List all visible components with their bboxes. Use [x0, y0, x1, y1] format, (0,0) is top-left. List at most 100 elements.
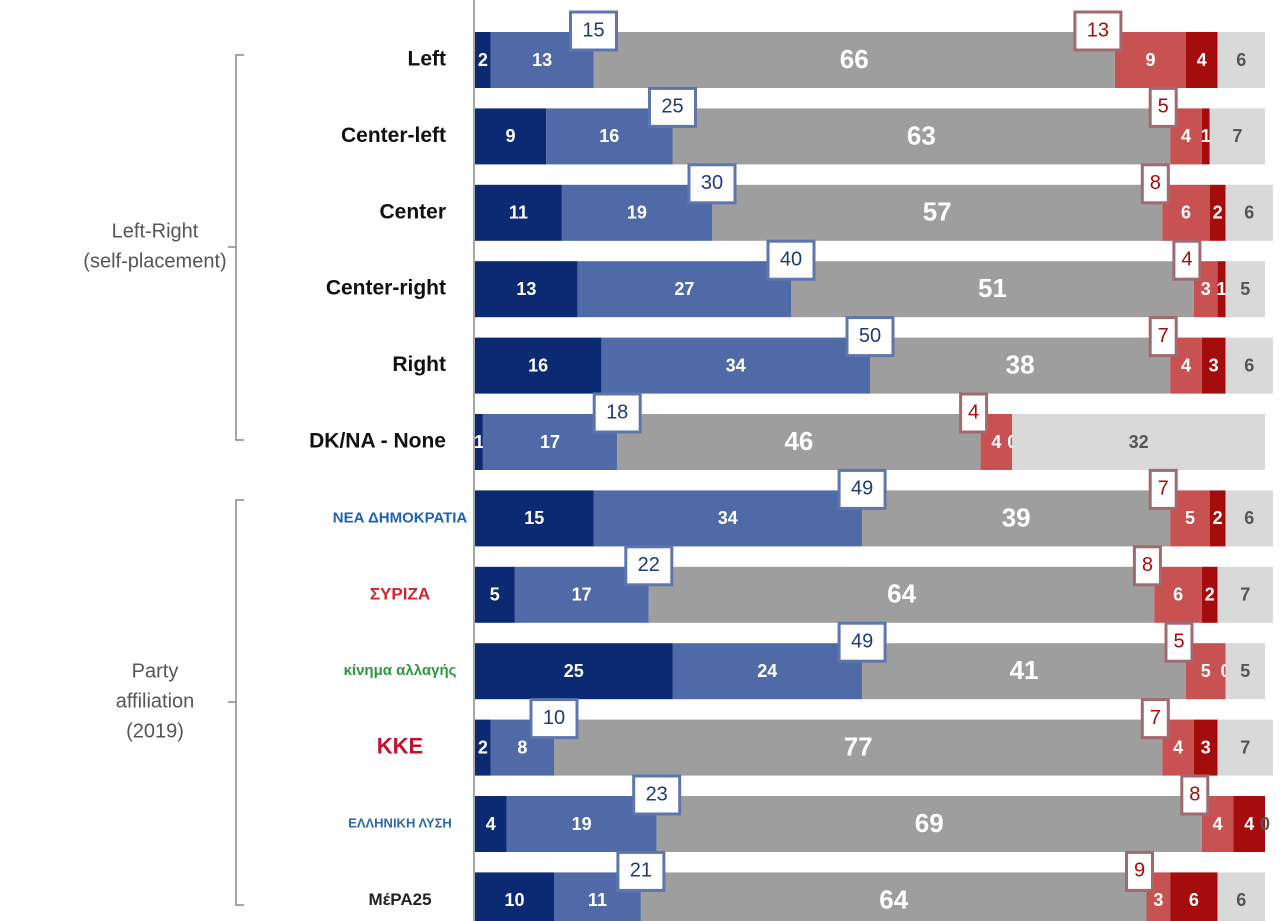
- category-label: ΜέΡΑ25: [368, 890, 431, 909]
- segment-label: 8: [517, 737, 527, 757]
- segment-label: 1: [1217, 279, 1227, 299]
- bar-segment: [1217, 566, 1273, 623]
- total-label: 7: [1158, 478, 1169, 500]
- total-label: 50: [859, 325, 881, 347]
- segment-label: 24: [757, 661, 777, 681]
- segment-label: 2: [478, 50, 488, 70]
- group-label: Party: [132, 660, 179, 682]
- bar-segment: [1201, 108, 1210, 165]
- segment-label: 6: [1244, 203, 1254, 223]
- segment-label: 64: [879, 884, 908, 914]
- segment-label: 34: [718, 508, 738, 528]
- segment-label: 9: [506, 126, 516, 146]
- segment-label: 10: [504, 890, 524, 910]
- bar-segment: [672, 643, 863, 700]
- segment-label: 57: [923, 197, 952, 227]
- segment-label: 15: [524, 508, 544, 528]
- total-label: 5: [1158, 96, 1169, 118]
- total-label: 49: [851, 478, 873, 500]
- bar-segment: [617, 414, 981, 470]
- total-label: 23: [646, 783, 668, 805]
- bar-segment: [870, 337, 1171, 394]
- total-box: [1140, 163, 1170, 205]
- segment-label: 25: [564, 661, 584, 681]
- bar-segment: [1217, 32, 1265, 88]
- bar-segment: [475, 184, 562, 241]
- segment-label: 2: [1205, 585, 1215, 605]
- segment-label: 5: [1201, 661, 1211, 681]
- bar-segment: [475, 643, 673, 700]
- total-label: 8: [1142, 554, 1153, 576]
- segment-label: 4: [486, 814, 496, 834]
- segment-label: 77: [844, 731, 873, 761]
- bar-segment: [1114, 32, 1186, 88]
- bar-segment: [648, 566, 1155, 623]
- bar-segment: [475, 337, 602, 394]
- bar-segment: [506, 796, 657, 852]
- category-label: ΚΚΕ: [377, 733, 423, 758]
- total-label: 13: [1087, 19, 1109, 41]
- segment-label: 6: [1236, 50, 1246, 70]
- segment-label: 17: [572, 585, 592, 605]
- segment-label: 4: [1181, 126, 1191, 146]
- segment-label: 38: [1006, 349, 1035, 379]
- category-label: DK/NA - None: [309, 430, 446, 453]
- total-box: [845, 316, 895, 358]
- segment-label: 5: [1240, 279, 1250, 299]
- segment-label: 69: [915, 808, 944, 838]
- bracket: [228, 499, 244, 906]
- segment-label: 64: [887, 579, 916, 609]
- bar-segment: [475, 796, 507, 852]
- bar-segment: [1225, 261, 1265, 318]
- total-label: 15: [582, 19, 604, 41]
- group-label: Left-Right: [112, 220, 199, 242]
- total-label: 40: [780, 248, 802, 270]
- segment-label: 2: [1213, 203, 1223, 223]
- segment-label: 7: [1232, 126, 1242, 146]
- bar-segment: [1209, 108, 1265, 165]
- bar-segment: [1012, 414, 1265, 470]
- bar-segment: [791, 261, 1194, 318]
- bar-segment: [561, 184, 712, 241]
- total-label: 4: [1181, 248, 1192, 270]
- total-box: [529, 698, 579, 740]
- total-label: 8: [1189, 783, 1200, 805]
- bar-segment: [1217, 719, 1273, 776]
- total-label: 25: [661, 96, 683, 118]
- bar-segment: [1225, 337, 1273, 394]
- segment-label: 2: [1213, 508, 1223, 528]
- category-label: ΕΛΛΗΝΙΚΗ ΛΥΣΗ: [348, 815, 452, 830]
- segment-label: 66: [840, 44, 869, 74]
- total-box: [648, 86, 697, 128]
- bar-segment: [601, 337, 870, 394]
- segment-label: 11: [509, 203, 528, 223]
- segment-label: 6: [1181, 203, 1191, 223]
- segment-label: 19: [572, 814, 592, 834]
- bar-segment: [672, 108, 1171, 165]
- total-box: [1140, 698, 1170, 740]
- bar-segment: [475, 32, 491, 88]
- segment-label: 3: [1209, 355, 1219, 375]
- segment-label: 5: [490, 585, 500, 605]
- total-label: 22: [638, 554, 660, 576]
- category-label: ΣΥΡΙΖΑ: [370, 584, 430, 603]
- bar-segment: [1209, 184, 1226, 241]
- segment-label: 17: [540, 432, 560, 452]
- segment-label: 6: [1189, 890, 1199, 910]
- bar-segment: [1217, 872, 1265, 921]
- total-label: 10: [543, 707, 565, 729]
- segment-label: 46: [784, 426, 813, 456]
- segment-label: 7: [1240, 737, 1250, 757]
- segment-label: 6: [1244, 508, 1254, 528]
- segment-label: 34: [726, 355, 746, 375]
- bar-segment: [640, 872, 1147, 921]
- segment-label: 1: [474, 432, 484, 452]
- segment-label: 41: [1010, 655, 1039, 685]
- bar-segment: [475, 719, 491, 776]
- total-box: [1172, 239, 1202, 281]
- total-box: [687, 163, 737, 205]
- segment-label: 0: [1260, 814, 1270, 834]
- bar-segment: [475, 872, 554, 921]
- segment-label: 5: [1185, 508, 1195, 528]
